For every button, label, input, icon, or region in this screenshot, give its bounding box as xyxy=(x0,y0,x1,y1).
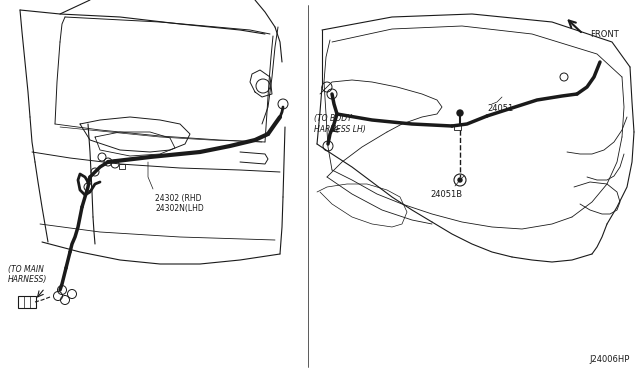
Text: 24051B: 24051B xyxy=(430,190,462,199)
Text: 24302 (RHD
24302N(LHD: 24302 (RHD 24302N(LHD xyxy=(155,194,204,214)
Circle shape xyxy=(458,178,462,182)
Text: 24051: 24051 xyxy=(487,104,513,113)
Bar xyxy=(18,296,36,308)
Text: (TO MAIN
HARNESS): (TO MAIN HARNESS) xyxy=(8,264,47,284)
Text: (TO BODY
HARNESS LH): (TO BODY HARNESS LH) xyxy=(314,114,365,134)
Bar xyxy=(454,124,461,130)
Circle shape xyxy=(457,110,463,116)
Bar xyxy=(119,164,125,169)
Text: J24006HP: J24006HP xyxy=(589,355,630,364)
Text: FRONT: FRONT xyxy=(590,29,619,38)
